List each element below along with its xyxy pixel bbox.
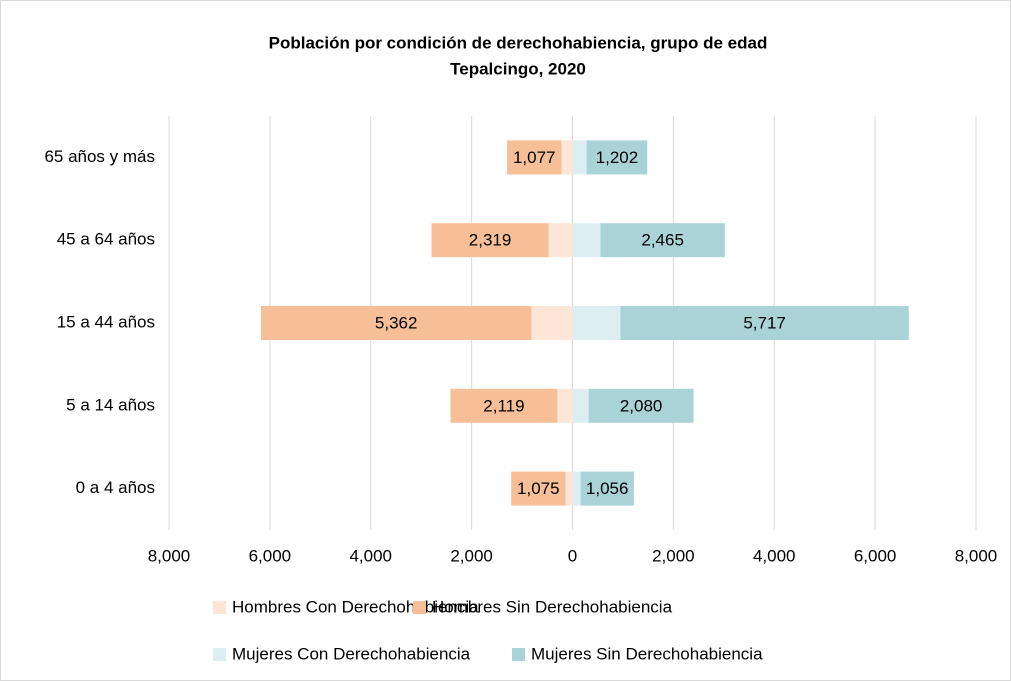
x-tick-label: 8,000 bbox=[148, 546, 191, 565]
data-label: 5,717 bbox=[743, 313, 786, 332]
data-label: 2,119 bbox=[483, 396, 524, 415]
bar bbox=[580, 471, 634, 506]
legend-label: Hombres Sin Derechohabiencia bbox=[432, 597, 673, 616]
bar bbox=[588, 388, 694, 423]
legend-swatch bbox=[213, 648, 226, 661]
data-label: 2,080 bbox=[620, 396, 663, 415]
legend-label: Mujeres Con Derechohabiencia bbox=[232, 644, 471, 663]
bar bbox=[557, 388, 573, 423]
x-tick-label: 4,000 bbox=[349, 546, 392, 565]
bar bbox=[572, 388, 589, 423]
bar bbox=[507, 140, 562, 175]
x-tick-label: 2,000 bbox=[652, 546, 695, 565]
bar bbox=[572, 471, 581, 506]
bar bbox=[511, 471, 566, 506]
x-tick-label: 6,000 bbox=[854, 546, 897, 565]
chart-subtitle: Tepalcingo, 2020 bbox=[450, 59, 586, 78]
bar bbox=[450, 388, 558, 423]
data-label: 5,362 bbox=[375, 313, 418, 332]
data-label: 2,319 bbox=[469, 231, 512, 250]
legend-swatch bbox=[512, 648, 525, 661]
y-tick-label: 5 a 14 años bbox=[66, 395, 155, 414]
bar bbox=[431, 223, 549, 258]
x-tick-label: 8,000 bbox=[955, 546, 998, 565]
data-label: 1,056 bbox=[586, 479, 629, 498]
bar bbox=[572, 223, 601, 258]
legend-swatch bbox=[213, 601, 226, 614]
bar bbox=[572, 140, 587, 175]
y-tick-label: 0 a 4 años bbox=[76, 478, 155, 497]
data-label: 1,075 bbox=[517, 479, 560, 498]
bar bbox=[572, 306, 621, 340]
bar bbox=[620, 306, 909, 340]
y-tick-label: 15 a 44 años bbox=[57, 312, 155, 331]
bar bbox=[548, 223, 573, 258]
x-tick-label: 6,000 bbox=[249, 546, 292, 565]
y-tick-label: 45 a 64 años bbox=[57, 230, 155, 249]
bar bbox=[586, 140, 648, 175]
x-tick-label: 0 bbox=[568, 546, 577, 565]
x-tick-label: 4,000 bbox=[753, 546, 796, 565]
y-tick-label: 65 años y más bbox=[44, 147, 155, 166]
x-tick-label: 2,000 bbox=[450, 546, 493, 565]
legend-swatch bbox=[413, 601, 426, 614]
data-label: 2,465 bbox=[641, 231, 684, 250]
bar bbox=[565, 471, 573, 506]
bar bbox=[531, 306, 573, 340]
bar bbox=[561, 140, 573, 175]
data-label: 1,077 bbox=[513, 148, 556, 167]
bar bbox=[260, 306, 532, 340]
data-label: 1,202 bbox=[596, 148, 639, 167]
chart-title: Población por condición de derechohabien… bbox=[269, 33, 768, 52]
legend-label: Mujeres Sin Derechohabiencia bbox=[531, 644, 763, 663]
bar bbox=[600, 223, 725, 258]
